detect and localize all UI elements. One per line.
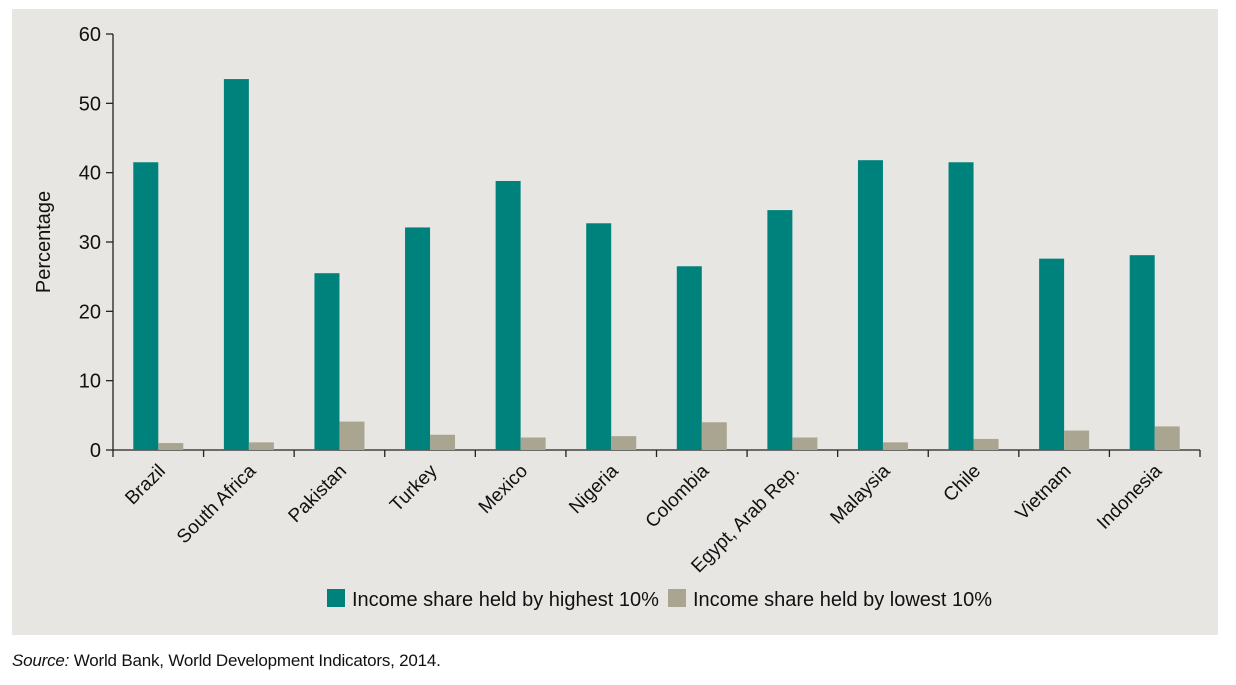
source-label: Source: [12, 651, 70, 670]
bar-highest-10 [676, 266, 702, 450]
x-tick-label: Brazil [121, 461, 169, 509]
source-text: World Bank, World Development Indicators… [69, 651, 441, 670]
bar-highest-10 [1129, 255, 1155, 450]
x-tick-label: Malaysia [827, 460, 895, 528]
legend-swatch [668, 589, 686, 607]
bar-lowest-10 [520, 437, 546, 450]
x-tick-label: Mexico [475, 461, 532, 518]
y-tick-label: 10 [79, 371, 101, 393]
y-tick-label: 0 [90, 440, 101, 462]
chart-panel: 0 10 20 30 40 50 60 Percentage Brazil South Afric… [12, 9, 1218, 635]
y-tick-label: 60 [79, 24, 101, 46]
bar-lowest-10 [248, 442, 274, 450]
x-tick-label: Nigeria [565, 460, 623, 518]
x-tick-label: Chile [940, 461, 985, 506]
bar-highest-10 [495, 180, 521, 450]
bar-chart: 0 10 20 30 40 50 60 Percentage Brazil South Afric… [33, 24, 1201, 611]
bar-lowest-10 [611, 436, 637, 450]
y-tick-label: 40 [79, 163, 101, 185]
bar-lowest-10 [158, 443, 184, 450]
bar-lowest-10 [792, 437, 818, 450]
y-tick-label: 30 [79, 232, 101, 254]
bar-highest-10 [857, 160, 883, 451]
bar-highest-10 [767, 210, 793, 450]
bar-highest-10 [1039, 258, 1065, 450]
bar-highest-10 [948, 162, 974, 450]
bar-highest-10 [586, 223, 612, 450]
x-tick-label: Colombia [642, 460, 714, 532]
bar-lowest-10 [701, 422, 727, 450]
source-note: Source: World Bank, World Development In… [12, 651, 441, 671]
bar-highest-10 [405, 227, 431, 450]
y-tick-label: 50 [79, 93, 101, 115]
legend-swatch [327, 589, 345, 607]
x-tick-label: Indonesia [1093, 460, 1166, 533]
bar-lowest-10 [882, 442, 908, 450]
legend-label: Income share held by lowest 10% [693, 589, 992, 611]
bar-highest-10 [133, 162, 159, 450]
bar-lowest-10 [973, 438, 999, 450]
bar-lowest-10 [1064, 430, 1090, 450]
bar-highest-10 [314, 273, 340, 450]
x-tick-label: Vietnam [1012, 461, 1076, 525]
bar-lowest-10 [1154, 426, 1180, 450]
y-tick-label: 20 [79, 301, 101, 323]
y-axis-label: Percentage [33, 191, 55, 293]
x-tick-label: South Africa [173, 460, 261, 548]
x-tick-label: Turkey [386, 460, 442, 516]
x-tick-label: Pakistan [285, 461, 351, 527]
legend-label: Income share held by highest 10% [352, 589, 659, 611]
bar-lowest-10 [430, 434, 456, 450]
bar-highest-10 [223, 79, 249, 451]
bar-lowest-10 [339, 421, 365, 450]
